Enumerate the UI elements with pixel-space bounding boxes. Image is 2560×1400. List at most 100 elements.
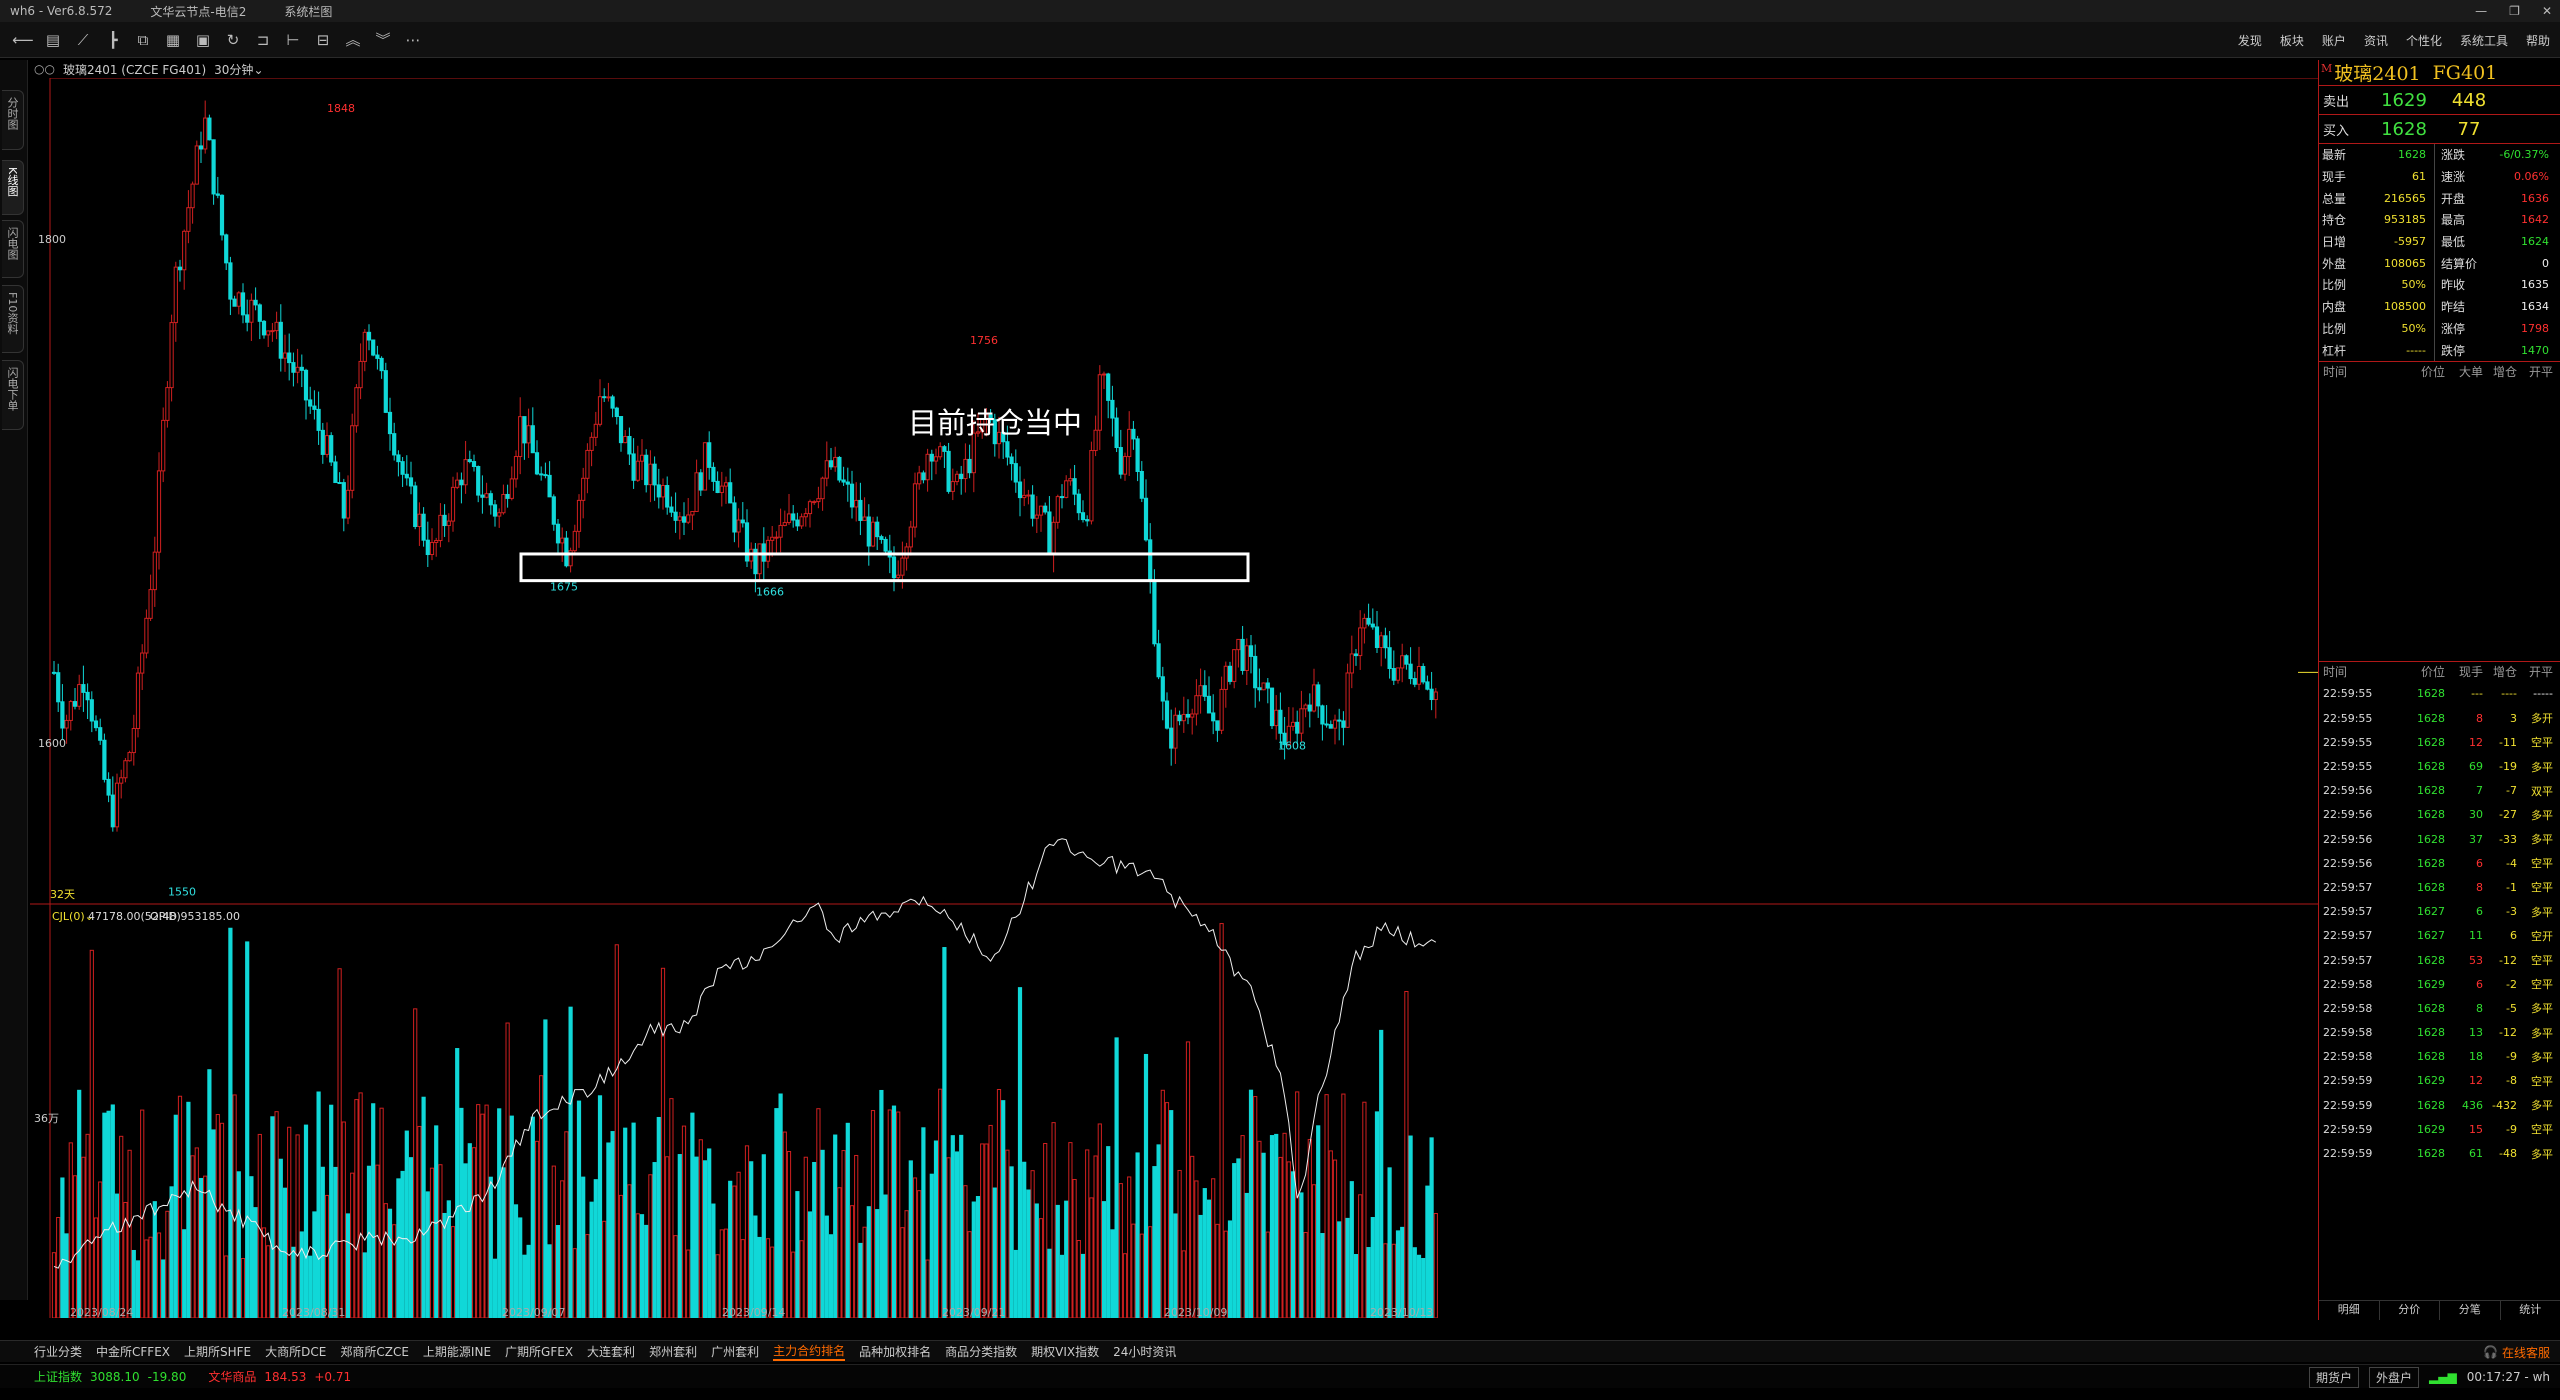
volume-bar	[530, 1116, 535, 1319]
candle-body	[614, 407, 619, 418]
market-tab[interactable]: 中金所CFFEX	[96, 1345, 171, 1359]
tab-flash[interactable]: 闪电图	[2, 220, 24, 278]
app-version: wh6 - Ver6.8.572	[10, 4, 113, 18]
menu-sector[interactable]: 板块	[2279, 33, 2304, 48]
multi-window-icon[interactable]: ⧉	[137, 30, 149, 49]
grid-icon[interactable]: ▦	[165, 30, 181, 49]
list-icon[interactable]: ▤	[45, 30, 61, 49]
menu-help[interactable]: 帮助	[2525, 33, 2550, 48]
market-tab[interactable]: 上期所SHFE	[184, 1345, 252, 1359]
candle-body	[341, 482, 346, 519]
price-axis-label: 1800	[38, 233, 66, 246]
online-service-button[interactable]: 🎧 在线客服	[2483, 1341, 2550, 1363]
bid-row[interactable]: 买入 1628 77	[2319, 115, 2560, 144]
candle-body	[1106, 373, 1111, 401]
menu-personalize[interactable]: 个性化	[2405, 33, 2442, 48]
down-icon[interactable]: ︾	[375, 31, 391, 49]
market-tab[interactable]: 商品分类指数	[945, 1345, 1018, 1359]
candle-body	[555, 523, 561, 544]
volume-bar	[1404, 990, 1409, 1319]
candle-body	[1034, 514, 1039, 519]
market-tab[interactable]: 行业分类	[34, 1345, 83, 1359]
back-icon[interactable]: ⟵	[12, 30, 34, 49]
box-icon[interactable]: ⊟	[316, 30, 330, 49]
market-tab[interactable]: 广州套利	[711, 1345, 760, 1359]
menu-tools[interactable]: 系统工具	[2459, 33, 2508, 48]
refresh-icon[interactable]: ↻	[226, 30, 240, 49]
link-icon[interactable]: ○○	[34, 62, 55, 76]
menu-discover[interactable]: 发现	[2237, 33, 2262, 48]
close-icon[interactable]: ✕	[2541, 4, 2552, 18]
tab-flash-order[interactable]: 闪电下单	[2, 360, 24, 430]
tick-volume: 7	[2476, 784, 2483, 798]
market-tab[interactable]: 郑州套利	[649, 1345, 698, 1359]
minimize-icon[interactable]: —	[2475, 4, 2488, 18]
market-tab[interactable]: 期权VIX指数	[1031, 1345, 1100, 1359]
more-icon[interactable]: ⋯	[405, 30, 421, 49]
tick-price: 1629	[2417, 977, 2445, 991]
candle-body	[144, 617, 149, 654]
menu-news[interactable]: 资讯	[2363, 33, 2388, 48]
tab-kline[interactable]: K线图	[2, 160, 24, 215]
candle-body	[824, 460, 829, 479]
candle-body	[1269, 687, 1275, 727]
volume-bar	[543, 1019, 548, 1319]
tab-price-distribution[interactable]: 分价	[2380, 1301, 2440, 1320]
volume-bar	[245, 941, 250, 1319]
candle-body	[1059, 496, 1065, 499]
candle-body	[1131, 428, 1136, 440]
market-tab[interactable]: 品种加权排名	[859, 1345, 932, 1359]
index2-value: 184.53	[264, 1369, 307, 1384]
symbol-label[interactable]: 玻璃2401 (CZCE FG401)	[62, 62, 207, 77]
market-tab[interactable]: 大连套利	[587, 1345, 636, 1359]
candle-body	[1253, 655, 1258, 689]
candle-body	[324, 435, 330, 455]
tab-statistics[interactable]: 统计	[2501, 1301, 2560, 1320]
tick-volume: 12	[2469, 735, 2483, 749]
volume-bar	[480, 1113, 485, 1319]
restore-icon[interactable]: ❐	[2509, 4, 2520, 18]
candle-body	[303, 369, 309, 401]
tick-time: 22:59:58	[2323, 1050, 2373, 1064]
clock: 00:17:27 - wh	[2466, 1370, 2550, 1384]
ladder-icon[interactable]: ⊢	[286, 30, 300, 49]
ask-row[interactable]: 卖出 1629 448	[2319, 86, 2560, 115]
up-icon[interactable]: ︽	[345, 31, 361, 49]
kline-chart[interactable]: 1800 1600 1848 1756 1675 1666 1608 1550 目前持仓当中 32…	[30, 77, 2318, 1319]
tab-flash-label: 闪电图	[6, 227, 19, 260]
market-tab[interactable]: 主力合约排名	[773, 1342, 846, 1361]
candlestick-icon[interactable]: ┣	[108, 30, 118, 49]
market-tab[interactable]: 大商所DCE	[265, 1345, 327, 1359]
period-select[interactable]: 30分钟⌄	[214, 61, 263, 78]
tab-f10[interactable]: F10资料	[2, 285, 24, 353]
market-tab[interactable]: 广期所GFEX	[505, 1345, 574, 1359]
save-icon[interactable]: ▣	[195, 30, 211, 49]
volume-bar	[635, 1213, 640, 1319]
open-interest-line	[53, 838, 1437, 1269]
volume-bar	[728, 1180, 733, 1319]
market-tab[interactable]: 24小时资讯	[1113, 1345, 1177, 1359]
tick-volume: 8	[2476, 711, 2483, 725]
tab-detail[interactable]: 明细	[2319, 1301, 2380, 1320]
market-tab[interactable]: 上期能源INE	[422, 1345, 492, 1359]
instrument-title: M 玻璃2401 FG401	[2319, 60, 2560, 86]
tab-by-trade[interactable]: 分笔	[2440, 1301, 2501, 1320]
foreign-account-button[interactable]: 外盘户	[2369, 1366, 2420, 1388]
candle-body	[1320, 705, 1325, 725]
volume-bar	[425, 1191, 430, 1319]
menu-account[interactable]: 账户	[2321, 33, 2346, 48]
futures-account-button[interactable]: 期货户	[2309, 1366, 2360, 1388]
tab-timeshare[interactable]: 分时图	[2, 90, 24, 150]
index2-name[interactable]: 文华商品	[208, 1370, 257, 1384]
volume-bar	[744, 1145, 750, 1319]
candle-body	[287, 352, 292, 364]
system-menu[interactable]: 系统栏图	[284, 4, 333, 19]
draw-icon[interactable]: ⊐	[256, 30, 270, 49]
market-tab[interactable]: 郑商所CZCE	[340, 1345, 409, 1359]
volume-bar	[614, 944, 619, 1319]
index1-name[interactable]: 上证指数	[34, 1370, 83, 1384]
line-chart-icon[interactable]: ⟋	[77, 30, 89, 49]
volume-bar	[581, 1176, 586, 1319]
tick-volume: 436	[2462, 1098, 2483, 1112]
server-node[interactable]: 文华云节点-电信2	[150, 4, 247, 19]
